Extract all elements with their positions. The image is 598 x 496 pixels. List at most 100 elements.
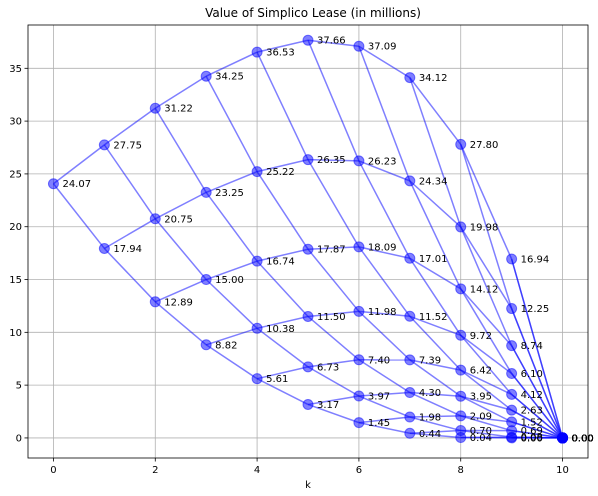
node-value-label: 0.00: [572, 433, 594, 444]
lattice-edge: [205, 75, 258, 172]
lattice-edge: [307, 395, 360, 406]
lattice-edge: [358, 310, 411, 361]
lattice-node: [506, 303, 518, 315]
node-value-label: 0.00: [572, 433, 594, 444]
x-axis-ticks: 0 2 4 6 8 10: [50, 458, 569, 476]
lattice-node: [404, 387, 416, 399]
y-tick-label: 25: [9, 169, 22, 180]
lattice-edge: [103, 144, 156, 220]
lattice-edge: [103, 247, 156, 303]
node-value-label: 0.00: [572, 433, 594, 444]
lattice-edge: [358, 246, 411, 317]
lattice-edge: [205, 260, 258, 281]
lattice-edges: [52, 39, 564, 439]
node-value-label: 34.12: [419, 73, 448, 84]
node-value-label: 9.72: [470, 331, 492, 342]
lattice-edge: [358, 45, 411, 182]
lattice-node: [200, 186, 212, 198]
node-value-label: 0.44: [419, 429, 441, 440]
node-value-label: 17.87: [317, 245, 346, 256]
lattice-edge: [205, 51, 258, 77]
node-value-label: 15.00: [215, 275, 244, 286]
node-value-label: 12.89: [164, 297, 193, 308]
x-axis-label: k: [305, 480, 311, 491]
lattice-node: [506, 388, 518, 400]
lattice-edge: [307, 246, 359, 250]
node-value-label: 11.98: [368, 307, 397, 318]
lattice-edge: [205, 191, 258, 262]
lattice-node: [47, 178, 59, 190]
lattice-edge: [307, 366, 360, 397]
lattice-edge: [358, 395, 411, 418]
lattice-node: [404, 252, 416, 264]
lattice-edge: [460, 144, 513, 260]
lattice-edge: [358, 391, 410, 397]
node-value-label: 0.00: [572, 433, 594, 444]
lattice-edge: [409, 257, 462, 336]
lattice-node: [404, 175, 416, 187]
node-value-label: 18.09: [368, 242, 397, 253]
lattice-node: [506, 253, 518, 265]
lattice-edge: [52, 144, 105, 185]
lattice-edge: [307, 248, 360, 312]
lattice-edge: [307, 159, 360, 248]
node-value-label: 25.22: [266, 167, 295, 178]
x-tick-label: 4: [254, 465, 260, 476]
node-value-label: 0.00: [572, 433, 594, 444]
node-value-label: 3.97: [368, 392, 390, 403]
x-tick-label: 6: [356, 465, 362, 476]
lattice-edge: [256, 171, 309, 250]
lattice-edge: [256, 248, 309, 262]
lattice-node: [149, 102, 161, 114]
node-value-label: 36.53: [266, 48, 295, 59]
lattice-node: [251, 46, 263, 58]
node-value-label: 0.70: [470, 426, 492, 437]
lattice-node: [404, 310, 416, 322]
lattice-edge: [409, 180, 462, 290]
lattice-node: [353, 305, 365, 317]
lattice-edge: [154, 107, 207, 193]
lattice-edge: [307, 403, 360, 424]
lattice-edge: [409, 315, 462, 371]
node-value-label: 12.25: [521, 304, 550, 315]
lattice-edge: [103, 218, 156, 250]
node-value-label: 0.00: [572, 433, 594, 444]
node-value-label: 37.09: [368, 42, 397, 53]
lattice-edge: [460, 334, 513, 395]
lattice-node: [149, 296, 161, 308]
lattice-edge: [256, 39, 309, 53]
lattice-edge: [511, 429, 563, 439]
lattice-edge: [256, 378, 309, 406]
lattice-node: [149, 213, 161, 225]
lattice-edge: [511, 393, 564, 439]
lattice-edge: [358, 359, 411, 394]
node-value-label: 1.52: [521, 417, 543, 428]
lattice-edge: [409, 359, 461, 371]
y-tick-label: 10: [9, 328, 22, 339]
lattice-edge: [256, 366, 309, 380]
lattice-node: [404, 411, 416, 423]
lattice-node: [353, 417, 365, 429]
node-value-label: 4.30: [419, 388, 441, 399]
lattice-edge: [256, 158, 309, 173]
node-value-label: 24.07: [62, 179, 91, 190]
lattice-node: [404, 427, 416, 439]
lattice-edge: [510, 345, 564, 439]
node-value-label: 19.98: [470, 222, 499, 233]
lattice-edge: [256, 51, 309, 160]
y-tick-label: 35: [9, 64, 22, 75]
lattice-node: [506, 404, 518, 416]
lattice-edge: [460, 415, 512, 432]
lattice-node: [302, 398, 314, 410]
node-value-label: 8.74: [521, 341, 543, 352]
lattice-node: [506, 340, 518, 352]
node-value-label: 0.08: [521, 433, 543, 444]
y-tick-label: 20: [9, 222, 22, 233]
lattice-node: [455, 329, 467, 341]
node-value-label: 4.12: [521, 390, 543, 401]
lattice-node: [302, 361, 314, 373]
node-value-label: 31.22: [164, 104, 193, 115]
lattice-edge: [307, 39, 360, 162]
y-axis-ticks: 0 5 10 15 20 25 30 35: [9, 64, 28, 444]
node-value-label: 20.75: [164, 214, 193, 225]
